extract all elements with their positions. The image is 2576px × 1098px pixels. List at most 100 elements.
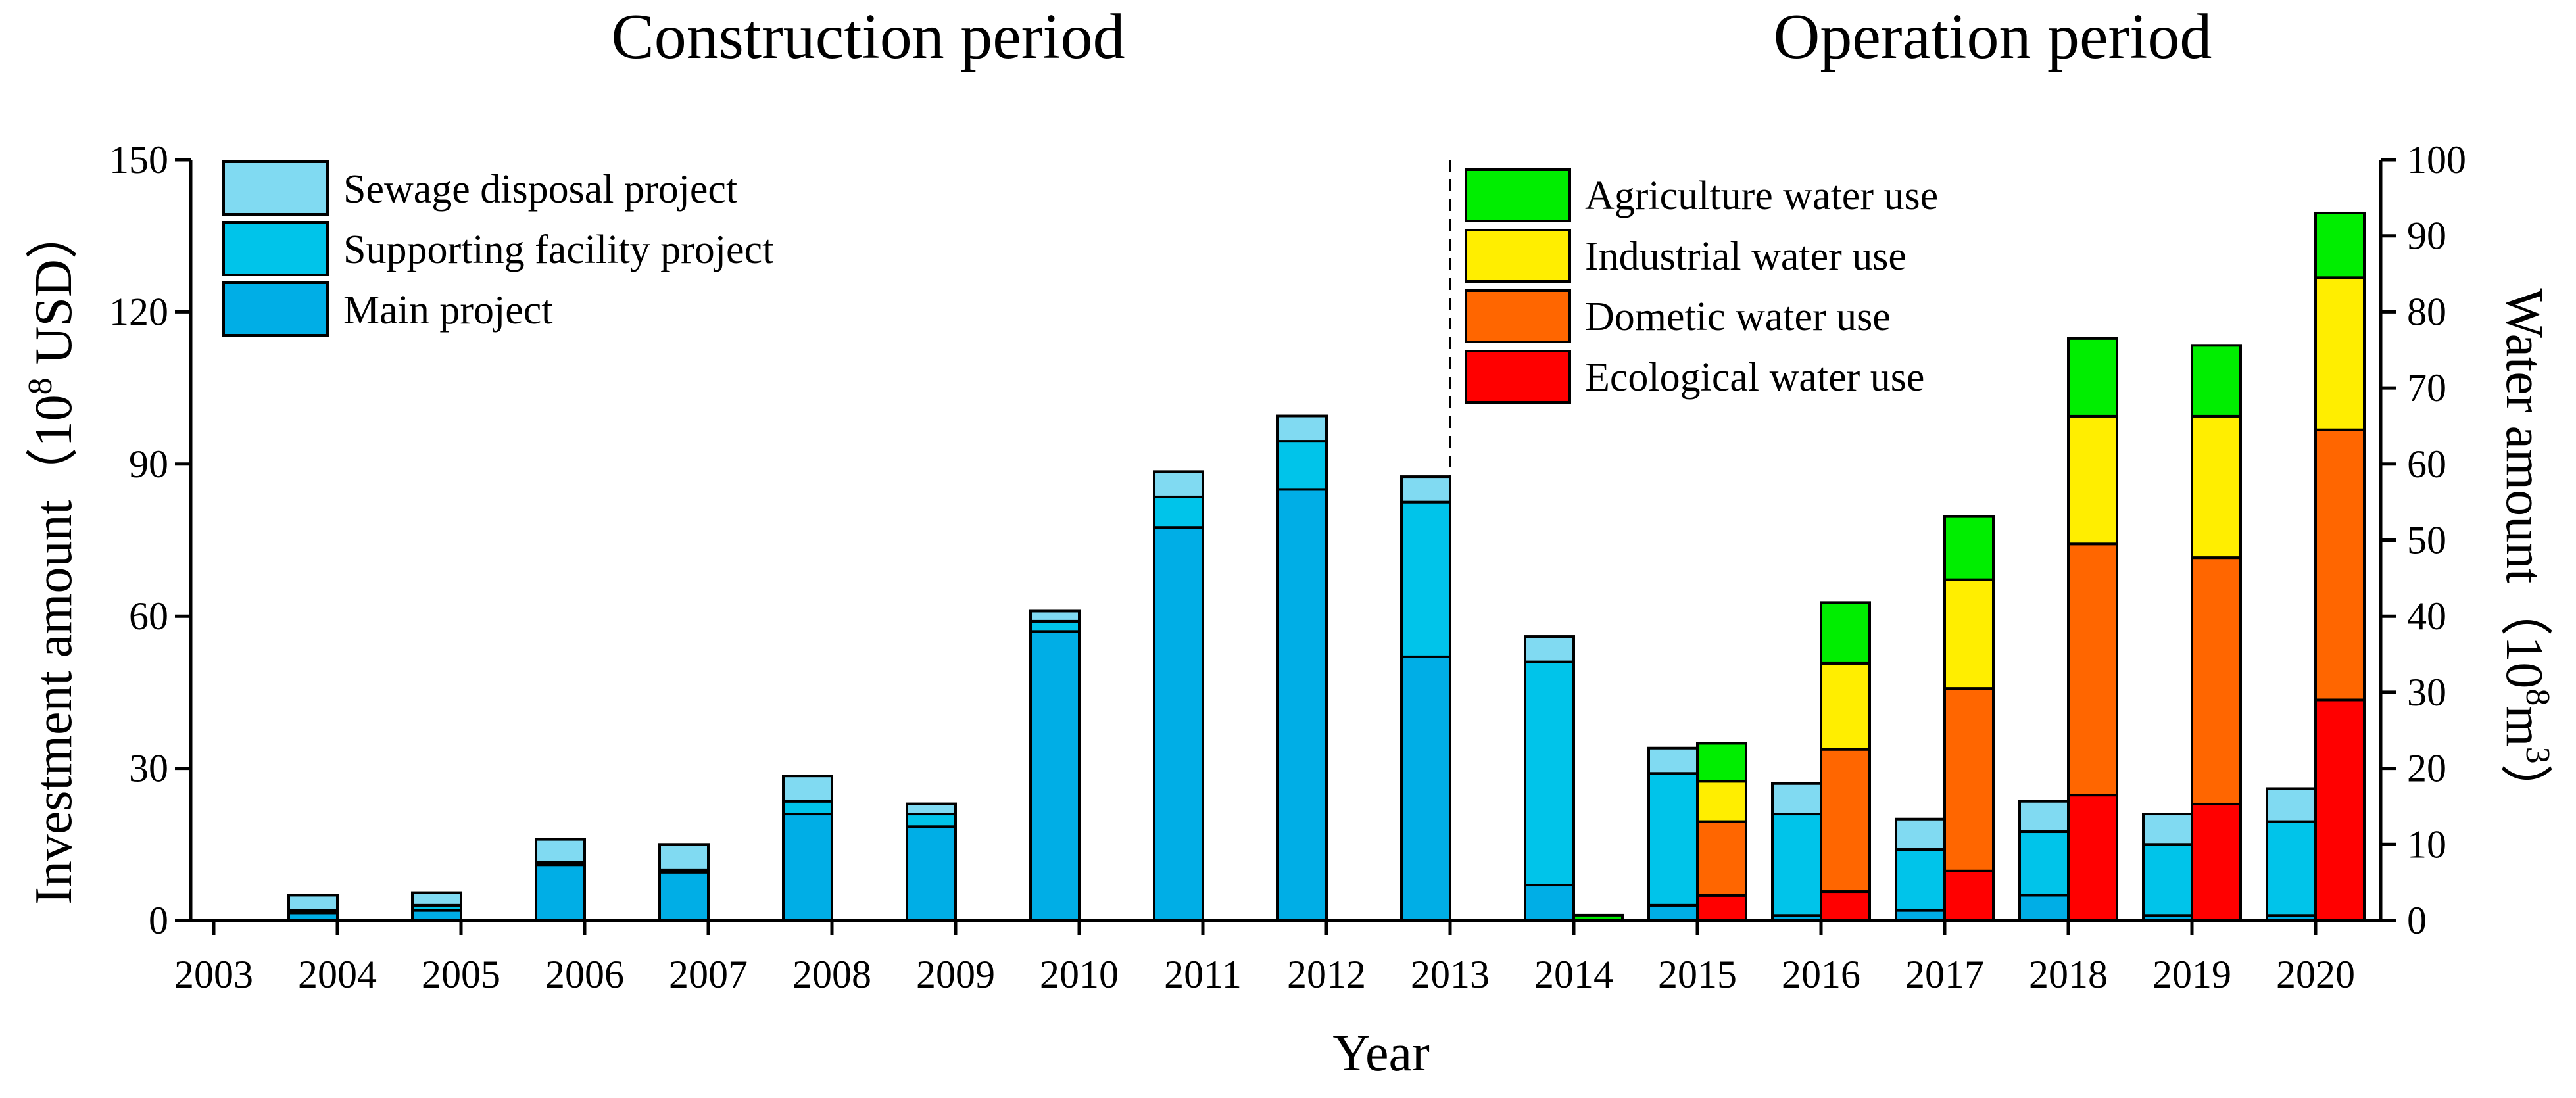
left-axis-title-main: Investment amount <box>25 500 83 904</box>
bar-main-project-2008 <box>782 813 833 922</box>
ticks-layer: 2003 2004 2005 2006 2007 2008 2009 2010 2011 2012… <box>109 138 2466 996</box>
legend-swatch-supporting <box>222 221 329 276</box>
right-axis-title-unit: （10 <box>2495 583 2553 688</box>
bar-industrial-water-use-2020 <box>2314 276 2366 431</box>
x-tick-label-2013: 2013 <box>1411 953 1490 996</box>
x-tick-label-2007: 2007 <box>669 953 748 996</box>
x-tick-label-2006: 2006 <box>545 953 624 996</box>
right-axis-title-sup2: 3 <box>2519 747 2556 764</box>
bar-industrial-water-use-2017 <box>1943 578 1995 690</box>
bar-dometic-water-use-2018 <box>2067 542 2118 797</box>
x-tick-label-2009: 2009 <box>916 953 995 996</box>
x-tick-label-2020: 2020 <box>2276 953 2355 996</box>
right-axis-title-unit-mid: m <box>2495 705 2553 746</box>
bar-supporting-facility-project-2016 <box>1771 813 1822 917</box>
legend-label-industrial: Industrial water use <box>1585 234 1907 279</box>
left-tick-label-120: 120 <box>109 290 168 333</box>
right-tick-label-60: 60 <box>2407 442 2446 486</box>
bar-sewage-disposal-project-2012 <box>1276 414 1328 443</box>
right-axis-title-main: Water amount <box>2495 288 2553 583</box>
bar-supporting-facility-project-2018 <box>2018 830 2070 897</box>
bar-dometic-water-use-2017 <box>1943 687 1995 872</box>
left-axis-title-sup: 8 <box>22 377 59 394</box>
legend-swatch-agriculture <box>1465 168 1571 222</box>
right-tick-label-0: 0 <box>2407 899 2427 942</box>
right-tick-label-100: 100 <box>2407 138 2466 181</box>
bar-supporting-facility-project-2017 <box>1895 848 1946 912</box>
bar-dometic-water-use-2015 <box>1696 820 1747 897</box>
legend-swatch-main <box>222 281 329 337</box>
bar-ecological-water-use-2017 <box>1943 869 1995 922</box>
x-tick-label-2010: 2010 <box>1040 953 1119 996</box>
left-tick-label-30: 30 <box>129 747 168 790</box>
bar-dometic-water-use-2019 <box>2191 556 2242 805</box>
right-tick-label-30: 30 <box>2407 671 2446 714</box>
legend-swatch-sewage <box>222 160 329 216</box>
x-axis-title: Year <box>1332 1024 1429 1082</box>
legend-label-main: Main project <box>343 288 553 333</box>
bar-main-project-2010 <box>1029 630 1081 922</box>
bar-ecological-water-use-2020 <box>2314 698 2366 922</box>
bar-agriculture-water-use-2016 <box>1820 601 1871 665</box>
left-tick-label-0: 0 <box>149 899 168 942</box>
bar-supporting-facility-project-2013 <box>1400 500 1451 658</box>
bar-main-project-2013 <box>1400 655 1451 922</box>
right-tick-label-70: 70 <box>2407 366 2446 410</box>
right-axis-title-sup: 8 <box>2519 688 2556 705</box>
x-tick-label-2012: 2012 <box>1287 953 1366 996</box>
bar-industrial-water-use-2019 <box>2191 414 2242 560</box>
x-tick-label-2019: 2019 <box>2152 953 2231 996</box>
bar-agriculture-water-use-2018 <box>2067 337 2118 418</box>
bar-supporting-facility-project-2009 <box>906 813 957 828</box>
bar-sewage-disposal-project-2006 <box>535 838 586 864</box>
legend-swatch-industrial <box>1465 229 1571 283</box>
operation-period-title: Operation period <box>1774 1 2212 72</box>
bar-agriculture-water-use-2015 <box>1696 742 1747 783</box>
bar-main-project-2009 <box>906 825 957 922</box>
left-axis-title-unit-end: USD） <box>25 206 83 377</box>
legend-label-dometic: Dometic water use <box>1585 295 1891 339</box>
bar-supporting-facility-project-2008 <box>782 800 833 816</box>
bar-sewage-disposal-project-2014 <box>1524 635 1575 663</box>
bar-sewage-disposal-project-2016 <box>1771 782 1822 816</box>
bars-layer <box>287 211 2366 922</box>
bar-sewage-disposal-project-2009 <box>906 802 957 816</box>
x-tick-label-2014: 2014 <box>1534 953 1613 996</box>
x-tick-label-2008: 2008 <box>792 953 871 996</box>
bar-sewage-disposal-project-2004 <box>287 894 339 912</box>
bar-main-project-2011 <box>1153 526 1204 922</box>
legend-label-sewage: Sewage disposal project <box>343 167 737 212</box>
legend-label-ecological: Ecological water use <box>1585 355 1924 400</box>
bar-industrial-water-use-2016 <box>1820 661 1871 751</box>
bar-main-project-2018 <box>2018 894 2070 922</box>
left-tick-label-60: 60 <box>129 594 168 638</box>
left-tick-label-90: 90 <box>129 442 168 486</box>
bar-sewage-disposal-project-2018 <box>2018 800 2070 834</box>
right-axis-title-unit-end: ） <box>2495 764 2553 817</box>
right-tick-label-40: 40 <box>2407 594 2446 638</box>
legend-label-supporting: Supporting facility project <box>343 227 773 272</box>
bar-sewage-disposal-project-2019 <box>2142 813 2193 846</box>
bar-sewage-disposal-project-2007 <box>658 843 710 871</box>
bar-sewage-disposal-project-2015 <box>1647 746 1699 775</box>
bar-dometic-water-use-2016 <box>1820 748 1871 894</box>
right-tick-label-20: 20 <box>2407 747 2446 790</box>
x-tick-label-2003: 2003 <box>174 953 253 996</box>
right-axis-title: Water amount（108m3） <box>2495 288 2556 816</box>
bar-sewage-disposal-project-2020 <box>2266 787 2317 823</box>
construction-period-title: Construction period <box>611 1 1125 72</box>
bar-supporting-facility-project-2011 <box>1153 495 1204 529</box>
bar-industrial-water-use-2015 <box>1696 780 1747 823</box>
legend-investment: Sewage disposal project Supporting facil… <box>222 160 773 337</box>
bar-ecological-water-use-2019 <box>2191 802 2242 922</box>
left-axis-title-unit: （10 <box>25 394 83 500</box>
bar-supporting-facility-project-2019 <box>2142 843 2193 917</box>
legend-label-agriculture: Agriculture water use <box>1585 174 1938 218</box>
bar-supporting-facility-project-2014 <box>1524 660 1575 887</box>
legend-water: Agriculture water use Industrial water u… <box>1465 168 1938 404</box>
x-tick-label-2017: 2017 <box>1905 953 1984 996</box>
bar-main-project-2007 <box>658 871 710 922</box>
bar-sewage-disposal-project-2005 <box>411 891 462 907</box>
bar-supporting-facility-project-2020 <box>2266 820 2317 917</box>
